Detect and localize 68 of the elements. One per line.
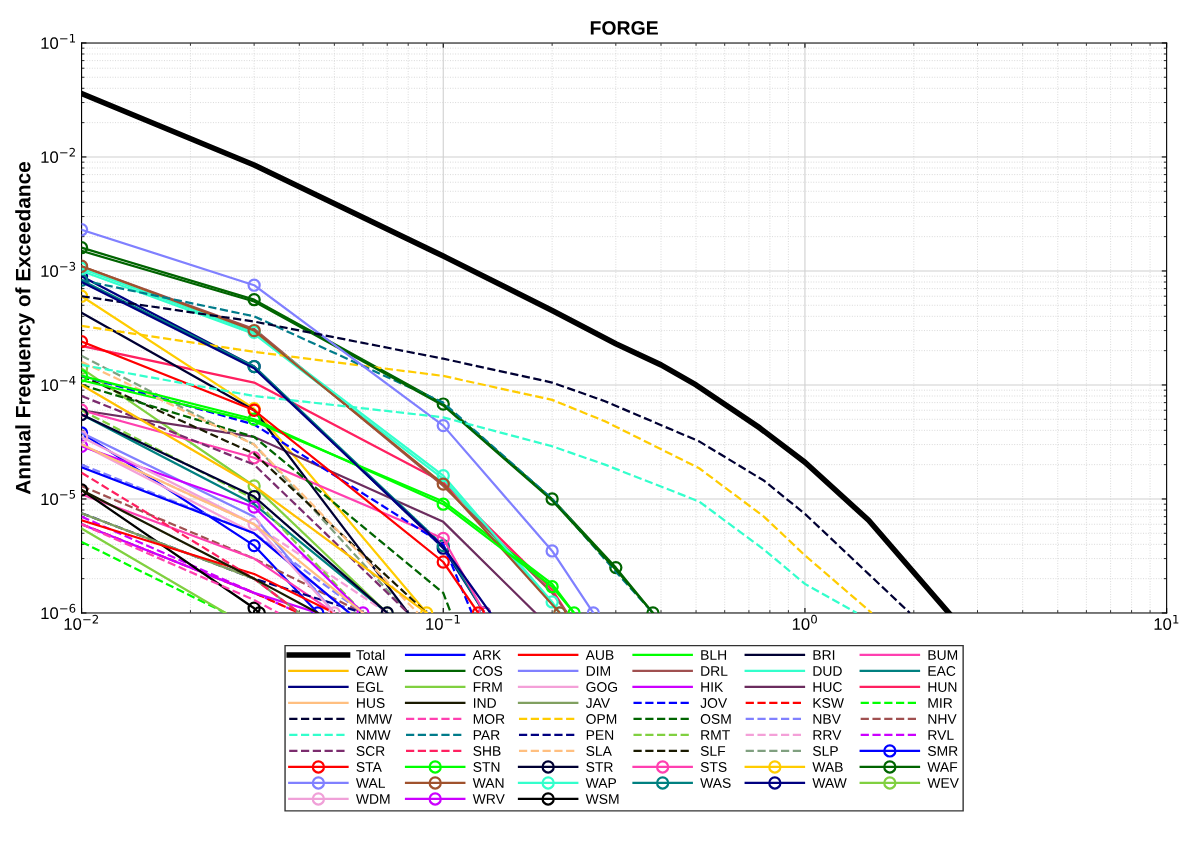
legend-label: WAN (472, 778, 504, 788)
legend-label: STA (356, 762, 382, 772)
legend-label: WAB (812, 762, 843, 772)
legend-label: AUB (585, 650, 614, 660)
y-tick-label: 10$^{−5}$ (41, 490, 76, 506)
legend-label: MOR (473, 714, 505, 724)
legend-label: HUC (813, 682, 842, 692)
legend-label: MIR (928, 698, 953, 708)
legend-label: KSW (813, 698, 844, 708)
legend-label: DRL (701, 666, 728, 676)
legend-label: SCR (356, 746, 385, 756)
legend-label: WAP (585, 778, 617, 788)
legend-label: WDM (355, 794, 390, 804)
legend-label: CAW (356, 666, 388, 676)
legend-label: GOG (586, 682, 618, 692)
legend-label: HUS (357, 698, 385, 708)
x-tick-label: 10$^{−1}$ (426, 614, 460, 630)
y-tick-label: 10$^{−4}$ (41, 376, 76, 392)
legend-label: PAR (473, 730, 500, 740)
y-axis-title: Annual Frequency of Exceedance (15, 161, 35, 495)
legend-label: PEN (586, 730, 614, 740)
legend-label: STR (586, 762, 613, 772)
legend-label: DUD (813, 666, 842, 676)
legend-label: EGL (357, 682, 384, 692)
legend-label: ARK (472, 650, 502, 660)
legend-label: WAS (700, 778, 731, 788)
legend-label: BRI (813, 650, 835, 660)
legend-label: NHV (928, 714, 957, 724)
legend-label: BUM (928, 650, 958, 660)
legend-label: BLH (701, 650, 727, 660)
legend-label: WEV (927, 778, 959, 788)
legend-label: OPM (586, 714, 617, 724)
legend-label: SMR (927, 746, 958, 756)
legend-label: SLP (812, 746, 838, 756)
legend-label: MMW (357, 714, 393, 724)
legend-label: WAW (812, 778, 847, 788)
legend-label: WSM (585, 794, 619, 804)
legend-label: DIM (586, 666, 610, 676)
legend-label: SLF (700, 746, 726, 756)
chart-title: FORGE (590, 21, 658, 35)
x-tick-label: 10$^{−2}$ (64, 614, 99, 630)
legend-label: JOV (700, 698, 728, 708)
legend-label: RMT (701, 730, 730, 740)
legend-label: Total (356, 649, 385, 660)
y-tick-label: 10$^{−1}$ (41, 33, 76, 50)
legend-label: COS (473, 666, 503, 676)
legend-label: WRV (472, 794, 505, 804)
legend-label: RVL (928, 730, 954, 740)
x-tick-label: 10$^{0}$ (792, 614, 817, 630)
legend-label: NMW (357, 730, 391, 740)
legend-label: STS (700, 762, 727, 772)
legend-label: HIK (701, 682, 724, 692)
legend-label: STN (473, 762, 500, 772)
legend-label: NBV (813, 714, 841, 724)
legend-label: SLA (586, 746, 612, 756)
legend-label: OSM (700, 714, 731, 724)
x-tick-label: 10$^{1}$ (1154, 614, 1179, 630)
legend-label: SHB (473, 746, 501, 756)
y-tick-label: 10$^{−2}$ (41, 147, 75, 164)
legend-label: WAF (927, 762, 958, 772)
legend-label: WAL (355, 778, 385, 788)
legend-label: JAV (585, 698, 611, 708)
legend-label: IND (473, 698, 496, 708)
legend-label: HUN (928, 682, 957, 692)
legend-label: FRM (473, 682, 502, 692)
y-tick-label: 10$^{−3}$ (41, 261, 76, 278)
legend-label: EAC (928, 666, 956, 676)
legend-label: RRV (813, 730, 842, 740)
